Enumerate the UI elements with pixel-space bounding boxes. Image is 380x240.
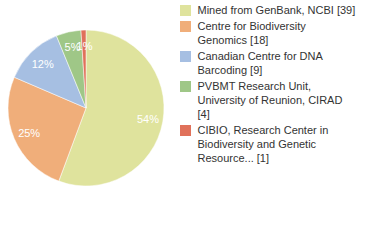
svg-text:Canadian Centre for DNABarcodi: Canadian Centre for DNABarcoding [9] <box>198 50 324 76</box>
svg-text:1%: 1% <box>77 40 93 52</box>
svg-text:5%: 5% <box>64 41 81 54</box>
svg-text:25%: 25% <box>18 127 40 139</box>
svg-text:54%: 54% <box>137 113 159 125</box>
svg-text:Centre for BiodiversityGenomic: Centre for BiodiversityGenomics [18] <box>198 20 307 46</box>
svg-text:Mined from GenBank, NCBI [39]: Mined from GenBank, NCBI [39] <box>198 4 356 16</box>
svg-text:PVBMT Research Unit,University: PVBMT Research Unit,University of Reunio… <box>198 80 343 120</box>
svg-text:12%: 12% <box>32 58 54 70</box>
svg-text:CIBIO, Research Center inBiodi: CIBIO, Research Center inBiodiversity an… <box>198 124 329 164</box>
